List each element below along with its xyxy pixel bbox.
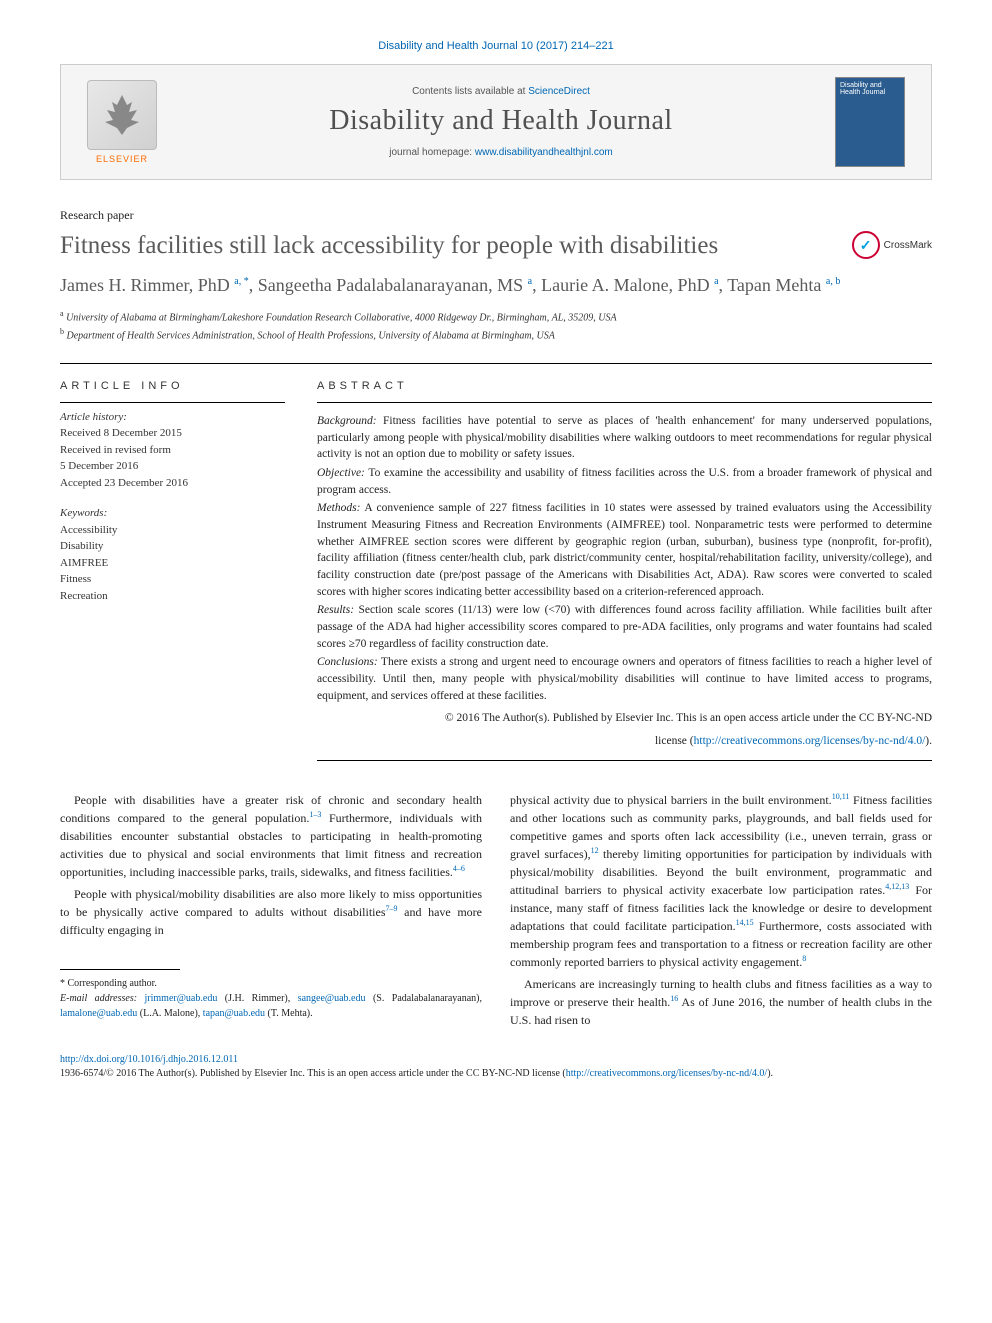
top-citation: Disability and Health Journal 10 (2017) … <box>60 40 932 52</box>
email-label: E-mail addresses: <box>60 993 137 1004</box>
keyword-item: AIMFREE <box>60 555 285 572</box>
author-email-link[interactable]: lamalone@uab.edu <box>60 1008 137 1019</box>
publisher-block: ELSEVIER <box>77 80 167 164</box>
article-info-heading: ARTICLE INFO <box>60 380 285 392</box>
crossmark-label: CrossMark <box>884 240 932 251</box>
article-history: Article history: Received 8 December 201… <box>60 402 285 492</box>
received-date: Received 8 December 2015 <box>60 425 285 442</box>
cite-ref[interactable]: 1–3 <box>309 810 321 819</box>
crossmark-widget[interactable]: CrossMark <box>852 231 932 259</box>
keywords-label: Keywords: <box>60 505 285 522</box>
copyright-line-2: license (http://creativecommons.org/lice… <box>317 733 932 750</box>
issn-suffix: ). <box>767 1068 773 1079</box>
issn-text: 1936-6574/© 2016 The Author(s). Publishe… <box>60 1068 566 1079</box>
footer-license-link[interactable]: http://creativecommons.org/licenses/by-n… <box>566 1068 767 1079</box>
body-col-right: physical activity due to physical barrie… <box>510 791 932 1033</box>
obj-label: Objective: <box>317 467 365 479</box>
page-footer: http://dx.doi.org/10.1016/j.dhjo.2016.12… <box>60 1053 932 1081</box>
corresponding-author: * Corresponding author. <box>60 976 482 991</box>
journal-cover-thumbnail: Disability and Health Journal <box>835 77 905 167</box>
author-email-link[interactable]: jrimmer@uab.edu <box>145 993 218 1004</box>
meth-text: A convenience sample of 227 fitness faci… <box>317 502 932 597</box>
keyword-item: Accessibility <box>60 522 285 539</box>
article-title: Fitness facilities still lack accessibil… <box>60 231 852 261</box>
conc-label: Conclusions: <box>317 656 378 668</box>
accepted-date: Accepted 23 December 2016 <box>60 475 285 492</box>
contents-prefix: Contents lists available at <box>412 86 528 97</box>
revised-date: 5 December 2016 <box>60 458 285 475</box>
meth-label: Methods: <box>317 502 360 514</box>
body-text-span: physical activity due to physical barrie… <box>510 793 832 807</box>
keyword-item: Recreation <box>60 588 285 605</box>
journal-name: Disability and Health Journal <box>167 105 835 137</box>
cite-ref[interactable]: 12 <box>591 846 599 855</box>
conc-text: There exists a strong and urgent need to… <box>317 656 932 701</box>
body-text: People with disabilities have a greater … <box>60 791 932 1033</box>
bg-label: Background: <box>317 415 377 427</box>
cite-ref[interactable]: 8 <box>802 954 806 963</box>
contents-line: Contents lists available at ScienceDirec… <box>167 86 835 97</box>
cite-ref[interactable]: 10,11 <box>832 792 850 801</box>
cite-ref[interactable]: 14,15 <box>736 918 754 927</box>
crossmark-icon <box>852 231 880 259</box>
homepage-prefix: journal homepage: <box>389 147 475 158</box>
author-email-link[interactable]: tapan@uab.edu <box>203 1008 265 1019</box>
keyword-item: Disability <box>60 538 285 555</box>
cite-ref[interactable]: 4,12,13 <box>885 882 909 891</box>
footnotes: * Corresponding author. E-mail addresses… <box>60 976 482 1021</box>
elsevier-tree-icon <box>87 80 157 150</box>
history-label: Article history: <box>60 409 285 426</box>
cite-ref[interactable]: 4–6 <box>453 864 465 873</box>
publisher-name: ELSEVIER <box>96 154 148 164</box>
journal-homepage-link[interactable]: www.disabilityandhealthjnl.com <box>475 147 613 158</box>
author-list: James H. Rimmer, PhD a, *, Sangeetha Pad… <box>60 273 932 298</box>
keyword-item: Fitness <box>60 571 285 588</box>
abstract-rule <box>317 402 932 403</box>
section-divider <box>60 363 932 364</box>
body-col-left: People with disabilities have a greater … <box>60 791 482 1033</box>
footnote-rule <box>60 969 180 970</box>
affiliations: a University of Alabama at Birmingham/La… <box>60 308 932 343</box>
journal-masthead: ELSEVIER Contents lists available at Sci… <box>60 64 932 180</box>
doi-link[interactable]: http://dx.doi.org/10.1016/j.dhjo.2016.12… <box>60 1054 238 1065</box>
license-prefix: license ( <box>655 735 694 747</box>
res-label: Results: <box>317 604 354 616</box>
license-suffix: ). <box>925 735 932 747</box>
article-type: Research paper <box>60 208 932 223</box>
revised-label: Received in revised form <box>60 442 285 459</box>
res-text: Section scale scores (11/13) were low (<… <box>317 604 932 649</box>
keywords-block: Keywords: AccessibilityDisabilityAIMFREE… <box>60 505 285 604</box>
license-link[interactable]: http://creativecommons.org/licenses/by-n… <box>694 735 926 747</box>
copyright-line-1: © 2016 The Author(s). Published by Elsev… <box>317 710 932 727</box>
obj-text: To examine the accessibility and usabili… <box>317 467 932 496</box>
sciencedirect-link[interactable]: ScienceDirect <box>528 86 590 97</box>
abstract-rule-bottom <box>317 760 932 761</box>
cite-ref[interactable]: 7–9 <box>386 904 398 913</box>
homepage-line: journal homepage: www.disabilityandhealt… <box>167 147 835 158</box>
author-email-link[interactable]: sangee@uab.edu <box>298 993 366 1004</box>
abstract-body: Background: Fitness facilities have pote… <box>317 413 932 750</box>
abstract-heading: ABSTRACT <box>317 380 932 392</box>
bg-text: Fitness facilities have potential to ser… <box>317 415 932 460</box>
